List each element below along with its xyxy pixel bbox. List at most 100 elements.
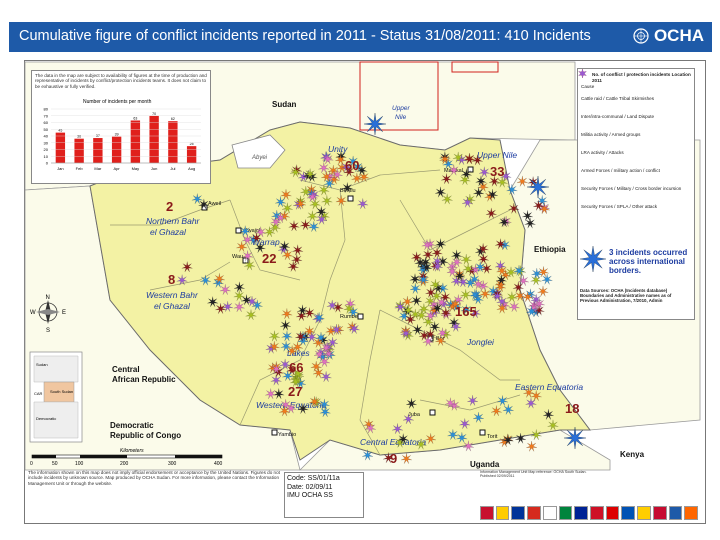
incident-marker [411, 295, 422, 306]
incident-marker [320, 371, 332, 382]
scale-tick-0: 0 [30, 461, 33, 467]
chart-xtick-label: Jan [57, 166, 63, 171]
incident-marker [321, 195, 333, 206]
incident-marker [485, 207, 497, 219]
incident-marker [474, 261, 486, 273]
incident-marker [437, 282, 449, 294]
region-label-wbeg-2: el Ghazal [154, 301, 191, 311]
incident-marker [335, 195, 347, 206]
abyei-label: Abyei [251, 155, 268, 161]
incident-marker [280, 189, 292, 200]
un-emblem-icon [633, 28, 649, 44]
incident-marker [295, 331, 307, 342]
chart-bar [93, 138, 103, 163]
donor-flag [652, 506, 667, 520]
incident-marker [435, 335, 447, 346]
incident-marker [429, 279, 441, 290]
donor-flag [511, 506, 526, 520]
donor-flag [605, 506, 620, 520]
incident-marker [538, 266, 549, 277]
incident-marker [452, 151, 464, 163]
donor-flag [590, 506, 604, 520]
incident-marker [306, 191, 318, 202]
incident-marker [400, 327, 412, 339]
donor-flag [558, 506, 573, 520]
incident-marker [404, 313, 416, 325]
incident-marker [331, 168, 343, 180]
incident-marker [522, 210, 533, 221]
incident-marker [472, 293, 484, 305]
incident-markers [176, 112, 587, 464]
legend-item: Cattle raid / Cattle Tribal Skirmishes [578, 69, 694, 107]
inset-label-1: Upper [392, 105, 411, 112]
legend-item: Security Forces / Military / Cross borde… [578, 69, 694, 197]
incident-marker [442, 158, 454, 169]
count-jonglei: 165 [455, 304, 477, 319]
incident-marker [264, 226, 275, 238]
incident-marker [312, 367, 324, 378]
code-line: Code: SS/01/11a [287, 475, 340, 482]
incident-marker [524, 217, 536, 229]
incident-marker [295, 198, 306, 209]
incident-marker [320, 151, 332, 163]
chart-xticks: Jan Feb Mar Apr May Jun Jul Aug [57, 166, 195, 171]
incident-marker [431, 302, 443, 314]
incident-marker [281, 308, 293, 319]
incident-marker [286, 345, 298, 356]
incident-marker [269, 330, 280, 342]
incident-marker [279, 358, 291, 370]
incident-marker [460, 168, 472, 180]
incident-marker [313, 348, 325, 360]
chart-ytick-label: 70 [44, 113, 49, 118]
incident-marker [460, 253, 472, 265]
incident-marker [448, 164, 460, 176]
legend-label: Inter/intra-communal / Land Dispute [581, 113, 655, 119]
locator-map: Sudan South Sudan CAR Democratic [29, 351, 83, 443]
legend-items: Cattle raid / Cattle Tribal Skirmishes In… [578, 69, 694, 215]
country-car-1: Central [112, 365, 140, 374]
incident-marker [450, 321, 462, 332]
region-label-unity: Unity [328, 144, 348, 154]
incident-marker [530, 429, 542, 440]
incident-marker [424, 328, 436, 340]
legend-label: Militia activity / Armed groups [581, 131, 641, 137]
incident-marker [291, 253, 303, 265]
incident-marker [428, 299, 440, 310]
incident-marker [406, 398, 417, 409]
compass-n: N [46, 295, 50, 301]
incident-marker [358, 171, 370, 182]
title-banner: Cumulative figure of conflict incidents … [9, 22, 712, 52]
scale-tick-1: 50 [52, 461, 58, 467]
incident-marker [251, 232, 262, 243]
incident-marker [477, 243, 489, 254]
incident-marker [439, 153, 451, 165]
chart-bar [111, 136, 122, 163]
incident-marker [502, 404, 514, 415]
incident-marker [320, 342, 332, 353]
incident-marker [523, 386, 535, 398]
incident-marker [437, 255, 449, 267]
incident-marker [176, 274, 188, 286]
incident-marker [357, 198, 369, 209]
country-car-2: African Republic [112, 375, 176, 384]
chart-xtick-label: Apr [114, 166, 121, 171]
count-ceq: 9 [390, 451, 397, 466]
incident-marker [254, 242, 266, 253]
incident-marker [321, 171, 332, 182]
incident-marker [270, 363, 282, 375]
town-wau: Wau [232, 254, 243, 260]
incident-marker [421, 261, 433, 273]
country-drc-1: Democratic [110, 421, 154, 430]
incident-marker [315, 331, 327, 343]
town-rumbek: Rumbek [340, 314, 361, 320]
inset-label-2: Nile [395, 114, 407, 121]
incident-marker [255, 226, 267, 238]
chart-bar [149, 115, 159, 163]
incident-marker [467, 395, 479, 406]
region-label-eeq: Eastern Equatoria [515, 382, 583, 392]
incident-marker [541, 273, 553, 285]
incident-marker [198, 198, 210, 210]
incident-marker [315, 206, 327, 217]
incident-marker [411, 251, 423, 263]
donor-flag [668, 506, 683, 520]
